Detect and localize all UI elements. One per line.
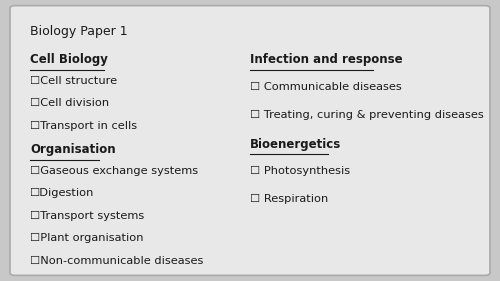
Text: ☐Gaseous exchange systems: ☐Gaseous exchange systems xyxy=(30,166,198,176)
Text: Cell Biology: Cell Biology xyxy=(30,53,108,66)
Text: ☐Digestion: ☐Digestion xyxy=(30,188,94,198)
Text: Infection and response: Infection and response xyxy=(250,53,402,66)
FancyBboxPatch shape xyxy=(10,6,490,275)
Text: ☐Plant organisation: ☐Plant organisation xyxy=(30,233,144,243)
Text: Bioenergetics: Bioenergetics xyxy=(250,138,341,151)
Text: ☐Cell division: ☐Cell division xyxy=(30,98,109,108)
Text: Organisation: Organisation xyxy=(30,143,116,156)
Text: ☐ Photosynthesis: ☐ Photosynthesis xyxy=(250,166,350,176)
Text: ☐ Communicable diseases: ☐ Communicable diseases xyxy=(250,81,402,92)
Text: ☐Transport systems: ☐Transport systems xyxy=(30,211,144,221)
Text: Biology Paper 1: Biology Paper 1 xyxy=(30,25,128,38)
Text: ☐Transport in cells: ☐Transport in cells xyxy=(30,121,137,131)
Text: ☐Cell structure: ☐Cell structure xyxy=(30,76,117,86)
Text: ☐ Respiration: ☐ Respiration xyxy=(250,194,328,204)
Text: ☐Non-communicable diseases: ☐Non-communicable diseases xyxy=(30,256,204,266)
Text: ☐ Treating, curing & preventing diseases: ☐ Treating, curing & preventing diseases xyxy=(250,110,484,120)
